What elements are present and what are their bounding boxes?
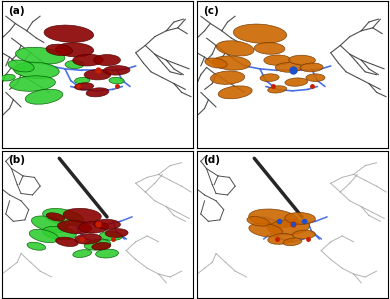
Ellipse shape (14, 62, 59, 79)
Ellipse shape (57, 221, 92, 234)
Ellipse shape (46, 44, 73, 56)
Ellipse shape (92, 242, 111, 250)
Ellipse shape (283, 238, 302, 246)
Ellipse shape (94, 54, 121, 66)
Ellipse shape (96, 249, 119, 258)
Ellipse shape (73, 250, 92, 257)
Ellipse shape (16, 47, 65, 64)
Ellipse shape (84, 70, 111, 80)
Ellipse shape (74, 83, 94, 90)
Ellipse shape (29, 229, 59, 242)
Ellipse shape (300, 63, 323, 72)
Ellipse shape (25, 89, 63, 104)
Ellipse shape (63, 208, 101, 222)
Text: (d): (d) (203, 155, 220, 165)
Ellipse shape (42, 226, 76, 240)
Ellipse shape (268, 219, 310, 235)
Ellipse shape (73, 54, 103, 66)
Ellipse shape (74, 234, 101, 244)
Ellipse shape (8, 60, 34, 72)
Ellipse shape (285, 213, 316, 224)
Ellipse shape (103, 66, 130, 75)
Text: (b): (b) (8, 155, 25, 165)
Ellipse shape (247, 216, 269, 226)
Ellipse shape (44, 25, 94, 42)
Ellipse shape (233, 24, 287, 43)
Ellipse shape (109, 77, 124, 84)
Ellipse shape (268, 86, 287, 93)
Ellipse shape (84, 239, 111, 250)
Ellipse shape (249, 223, 283, 237)
Ellipse shape (78, 221, 109, 233)
Ellipse shape (268, 234, 294, 244)
Ellipse shape (216, 41, 254, 56)
Ellipse shape (74, 77, 90, 84)
Ellipse shape (32, 216, 68, 233)
Ellipse shape (306, 74, 325, 82)
Ellipse shape (249, 209, 298, 228)
Ellipse shape (212, 56, 250, 70)
Ellipse shape (205, 58, 227, 68)
Text: (c): (c) (203, 6, 218, 16)
Ellipse shape (260, 74, 279, 82)
Ellipse shape (218, 86, 252, 99)
Ellipse shape (65, 60, 84, 68)
Ellipse shape (289, 55, 316, 65)
Ellipse shape (292, 230, 316, 239)
Ellipse shape (0, 74, 15, 81)
Ellipse shape (55, 43, 94, 57)
Ellipse shape (43, 208, 83, 225)
Ellipse shape (99, 231, 122, 240)
Ellipse shape (46, 213, 65, 221)
Ellipse shape (254, 42, 285, 54)
Ellipse shape (94, 219, 121, 229)
Ellipse shape (275, 62, 302, 72)
Ellipse shape (264, 55, 291, 65)
Ellipse shape (105, 229, 128, 237)
Ellipse shape (27, 242, 46, 250)
Ellipse shape (210, 71, 245, 84)
Ellipse shape (56, 237, 78, 246)
Ellipse shape (10, 76, 55, 91)
Ellipse shape (285, 78, 308, 86)
Text: (a): (a) (8, 6, 24, 16)
Ellipse shape (86, 88, 109, 97)
